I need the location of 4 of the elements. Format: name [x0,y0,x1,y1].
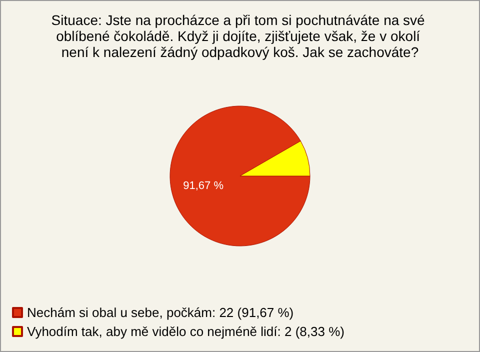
legend-label: Nechám si obal u sebe, počkám: 22 (91,67 %) [27,305,294,320]
legend-label: Vyhodím tak, aby mě vidělo co nejméně lidí: 2 (8,33 %) [27,324,344,339]
data-label: 91,67 % [183,180,224,192]
chart-title: Situace: Jste na procházce a při tom si pochutnáváte na své oblíbené čokoládě. Když ji dojíte, zjišťujete však, že v okolí není k nalezení žádný odpadkový koš. Jak se zachováte? [51,12,429,60]
